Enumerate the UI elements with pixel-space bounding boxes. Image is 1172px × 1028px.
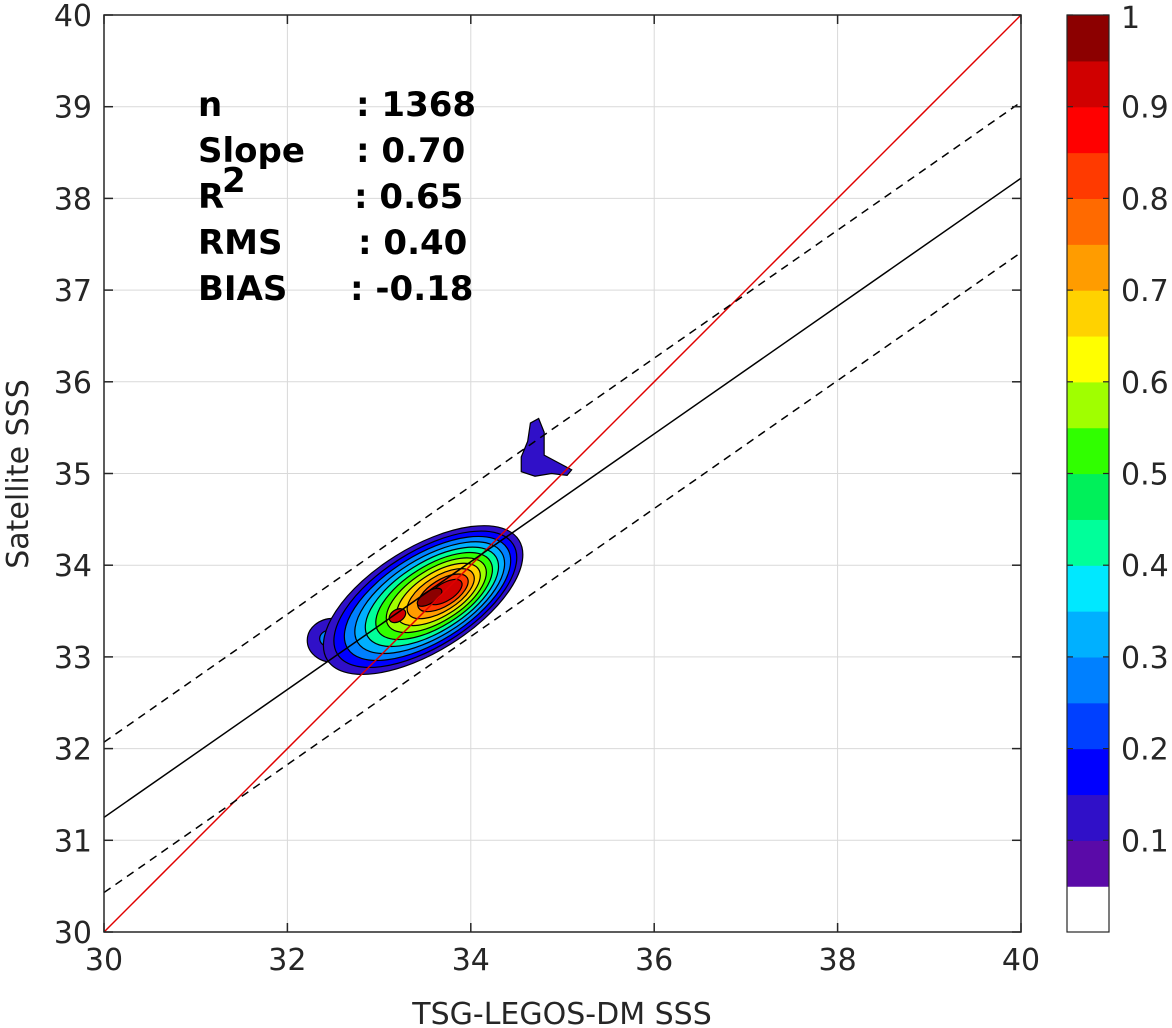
x-tick-label: 40 xyxy=(1002,943,1040,978)
colorbar-tick-label: 0.9 xyxy=(1121,91,1169,126)
stats-box: n : 1368 Slope : 0.70 R2 : 0.65 RMS : 0.40 BIAS:… xyxy=(198,85,476,309)
colorbar-segment xyxy=(1067,611,1109,658)
y-axis-title: Satellite SSS xyxy=(1,379,36,569)
colorbar-tick-label: 0.7 xyxy=(1121,274,1169,309)
y-tick-label: 34 xyxy=(54,549,92,584)
colorbar-segment xyxy=(1067,473,1109,520)
x-tick-label: 30 xyxy=(85,943,123,978)
colorbar-tick-label: 1 xyxy=(1121,1,1140,36)
fit-lines xyxy=(104,15,1021,932)
stats-value: : -0.18 xyxy=(350,269,473,309)
colorbar-segment xyxy=(1067,60,1109,108)
colorbar-tick-label: 0.5 xyxy=(1121,458,1169,493)
stats-label: RMS xyxy=(198,223,283,263)
stats-label: R xyxy=(198,177,224,217)
colorbar-segment xyxy=(1067,702,1109,750)
regression-plus-line xyxy=(104,101,1021,743)
stats-value: : 0.65 xyxy=(354,177,463,217)
colorbar-segment xyxy=(1067,381,1109,429)
x-axis-title: TSG-LEGOS-DM SSS xyxy=(411,997,712,1028)
colorbar: 0.1 0.2 0.3 0.4 0.5 0.6 0.7 0.8 0.9 1 xyxy=(1066,1,1169,933)
colorbar-segment xyxy=(1067,886,1109,933)
regression-minus-line xyxy=(104,251,1021,894)
colorbar-segment xyxy=(1067,794,1109,841)
stats-superscript: 2 xyxy=(222,161,246,201)
colorbar-segment xyxy=(1067,290,1109,337)
stats-value: : 0.40 xyxy=(358,223,467,263)
x-tick-label: 32 xyxy=(268,943,306,978)
stats-label: n xyxy=(198,85,222,125)
y-tick-label: 38 xyxy=(54,182,92,217)
stats-label: Slope xyxy=(198,131,305,171)
density-contour-upper xyxy=(520,417,573,477)
colorbar-segment xyxy=(1067,427,1109,475)
density-peak-secondary xyxy=(388,608,407,624)
y-tick-label: 33 xyxy=(54,641,92,676)
colorbar-segment xyxy=(1067,748,1109,796)
regression-line xyxy=(104,177,1021,818)
y-tick-label: 40 xyxy=(54,0,92,34)
grid-lines xyxy=(103,14,1022,933)
colorbar-segment xyxy=(1067,244,1109,291)
stats-value: : 0.70 xyxy=(356,131,465,171)
y-tick-label: 36 xyxy=(54,366,92,401)
x-tick-label: 38 xyxy=(819,943,857,978)
one-to-one-line xyxy=(104,15,1021,932)
colorbar-segment xyxy=(1067,152,1109,199)
colorbar-segment xyxy=(1067,335,1109,383)
x-tick-label: 36 xyxy=(635,943,673,978)
colorbar-segment xyxy=(1067,565,1109,612)
colorbar-tick-label: 0.8 xyxy=(1121,182,1169,217)
colorbar-segment xyxy=(1067,198,1109,245)
colorbar-tick-label: 0.3 xyxy=(1121,641,1169,676)
colorbar-segment xyxy=(1067,840,1109,887)
y-tick-label: 30 xyxy=(54,916,92,951)
colorbar-segment xyxy=(1067,106,1109,154)
colorbar-tick-label: 0.2 xyxy=(1121,733,1169,768)
x-tick-label: 34 xyxy=(452,943,490,978)
colorbar-tick-label: 0.6 xyxy=(1121,366,1169,401)
axis-ticks: 30 32 34 36 38 40 30 31 32 33 34 35 36 37 38 39 40 xyxy=(54,0,1040,978)
colorbar-segment xyxy=(1067,519,1109,566)
stats-value: : 1368 xyxy=(356,85,476,125)
colorbar-segment xyxy=(1067,15,1109,62)
stats-label: BIAS xyxy=(198,269,287,309)
y-tick-label: 32 xyxy=(54,733,92,768)
colorbar-tick-label: 0.1 xyxy=(1121,824,1169,859)
y-tick-label: 35 xyxy=(54,458,92,493)
colorbar-tick-label: 0.4 xyxy=(1121,549,1169,584)
colorbar-segment xyxy=(1067,656,1109,704)
y-tick-label: 37 xyxy=(54,274,92,309)
y-tick-label: 39 xyxy=(54,91,92,126)
y-tick-label: 31 xyxy=(54,824,92,859)
